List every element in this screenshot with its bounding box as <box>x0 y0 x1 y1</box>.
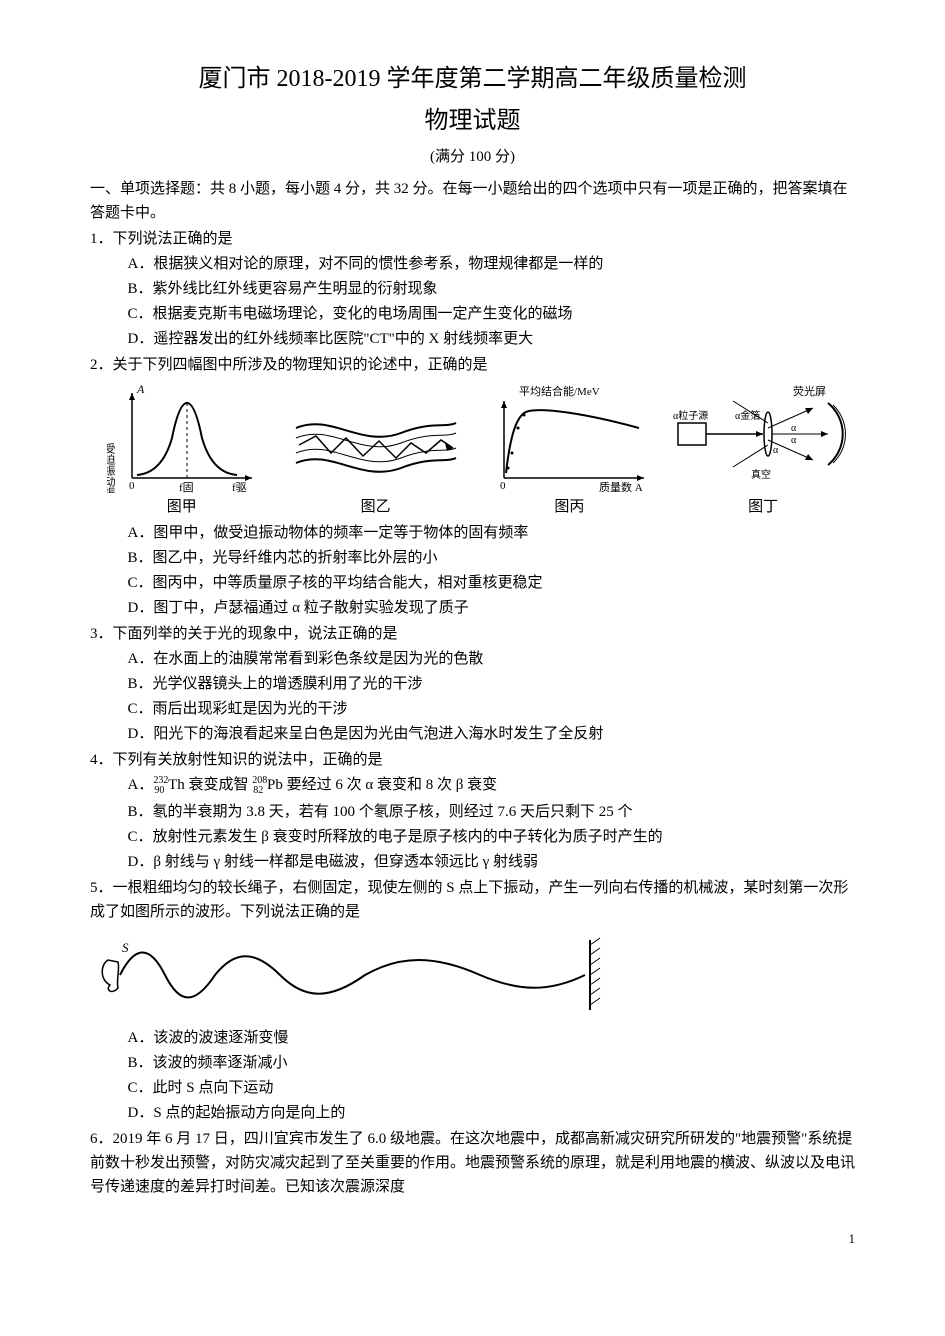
figure-jia: A 受迫振动振幅 0 f固 f驱 图甲 <box>90 383 274 519</box>
figure-jia-caption: 图甲 <box>167 495 197 519</box>
binding-energy-curve-icon: 平均结合能/MeV 0 质量数 A <box>484 383 654 493</box>
resonance-curve-icon: A 受迫振动振幅 0 f固 f驱 <box>107 383 257 493</box>
question-4: 4．下列有关放射性知识的说法中，正确的是 A．23290 Th 衰变成智 208… <box>90 748 855 874</box>
q2-option-a: A．图甲中，做受迫振动物体的频率一定等于物体的固有频率 <box>90 521 855 545</box>
q4-option-b: B．氡的半衰期为 3.8 天，若有 100 个氡原子核，则经过 7.6 天后只剩… <box>90 800 855 824</box>
full-marks: (满分 100 分) <box>90 145 855 169</box>
q3-option-d: D．阳光下的海浪看起来呈白色是因为光由气泡进入海水时发生了全反射 <box>90 722 855 746</box>
exam-subject: 物理试题 <box>90 102 855 140</box>
q2-option-b: B．图乙中，光导纤维内芯的折射率比外层的小 <box>90 546 855 570</box>
svg-text:受迫振动振幅: 受迫振动振幅 <box>107 442 116 492</box>
svg-text:荧光屏: 荧光屏 <box>793 384 826 398</box>
q4-option-a: A．23290 Th 衰变成智 20882 Pb 要经过 6 次 α 衰变和 8… <box>90 773 855 799</box>
figure-yi: 图乙 <box>284 393 468 519</box>
svg-text:0: 0 <box>500 480 506 492</box>
q5-option-a: A．该波的波速逐渐变慢 <box>90 1026 855 1050</box>
svg-text:0: 0 <box>129 480 135 492</box>
q3-option-c: C．雨后出现彩虹是因为光的干涉 <box>90 697 855 721</box>
svg-text:S: S <box>122 940 129 955</box>
page-number: 1 <box>90 1229 855 1250</box>
q5-stem: 5．一根粗细均匀的较长绳子，右侧固定，现使左侧的 S 点上下振动，产生一列向右传… <box>90 876 855 924</box>
q1-option-a: A．根据狭义相对论的原理，对不同的惯性参考系，物理规律都是一样的 <box>90 252 855 276</box>
svg-text:α: α <box>773 445 779 456</box>
q1-option-b: B．紫外线比红外线更容易产生明显的衍射现象 <box>90 277 855 301</box>
svg-text:平均结合能/MeV: 平均结合能/MeV <box>519 384 600 398</box>
svg-text:α: α <box>791 435 797 446</box>
q5-option-b: B．该波的频率逐渐减小 <box>90 1051 855 1075</box>
q4-option-c: C．放射性元素发生 β 衰变时所释放的电子是原子核内的中子转化为质子时产生的 <box>90 825 855 849</box>
svg-text:f固: f固 <box>179 481 194 493</box>
figure-ding-caption: 图丁 <box>748 495 778 519</box>
q4-option-d: D．β 射线与 γ 射线一样都是电磁波，但穿透本领远比 γ 射线弱 <box>90 850 855 874</box>
section-1-intro: 一、单项选择题：共 8 小题，每小题 4 分，共 32 分。在每一小题给出的四个… <box>90 177 855 225</box>
q6-stem: 6．2019 年 6 月 17 日，四川宜宾市发生了 6.0 级地震。在这次地震… <box>90 1127 855 1199</box>
figure-yi-caption: 图乙 <box>361 495 391 519</box>
q3-stem: 3．下面列举的关于光的现象中，说法正确的是 <box>90 622 855 646</box>
svg-text:f驱: f驱 <box>232 481 247 493</box>
figure-ding: 荧光屏 α粒子源 α金箔 真空 α α α <box>671 383 855 519</box>
q2-stem: 2．关于下列四幅图中所涉及的物理知识的论述中，正确的是 <box>90 353 855 377</box>
exam-title: 厦门市 2018-2019 学年度第二学期高二年级质量检测 <box>90 60 855 98</box>
svg-text:质量数 A: 质量数 A <box>599 481 643 493</box>
question-2: 2．关于下列四幅图中所涉及的物理知识的论述中，正确的是 A 受迫振动振幅 0 f… <box>90 353 855 620</box>
optical-fiber-icon <box>291 393 461 493</box>
figure-bing: 平均结合能/MeV 0 质量数 A 图丙 <box>478 383 662 519</box>
q2-option-d: D．图丁中，卢瑟福通过 α 粒子散射实验发现了质子 <box>90 596 855 620</box>
q3-option-a: A．在水面上的油膜常常看到彩色条纹是因为光的色散 <box>90 647 855 671</box>
q1-stem: 1．下列说法正确的是 <box>90 227 855 251</box>
q4-stem: 4．下列有关放射性知识的说法中，正确的是 <box>90 748 855 772</box>
q5-option-d: D．S 点的起始振动方向是向上的 <box>90 1101 855 1125</box>
string-wave-icon: S <box>90 930 610 1020</box>
svg-text:A: A <box>136 383 145 396</box>
svg-text:α: α <box>791 423 797 434</box>
question-1: 1．下列说法正确的是 A．根据狭义相对论的原理，对不同的惯性参考系，物理规律都是… <box>90 227 855 351</box>
q3-option-b: B．光学仪器镜头上的增透膜利用了光的干涉 <box>90 672 855 696</box>
svg-text:真空: 真空 <box>751 468 771 481</box>
question-6: 6．2019 年 6 月 17 日，四川宜宾市发生了 6.0 级地震。在这次地震… <box>90 1127 855 1199</box>
q2-option-c: C．图丙中，中等质量原子核的平均结合能大，相对重核更稳定 <box>90 571 855 595</box>
q2-figures-row: A 受迫振动振幅 0 f固 f驱 图甲 图乙 平均结合能/MeV <box>90 383 855 519</box>
q5-wave-figure: S <box>90 930 855 1020</box>
q1-option-c: C．根据麦克斯韦电磁场理论，变化的电场周围一定产生变化的磁场 <box>90 302 855 326</box>
rutherford-scattering-icon: 荧光屏 α粒子源 α金箔 真空 α α α <box>673 383 853 493</box>
figure-bing-caption: 图丙 <box>554 495 584 519</box>
question-5: 5．一根粗细均匀的较长绳子，右侧固定，现使左侧的 S 点上下振动，产生一列向右传… <box>90 876 855 1125</box>
svg-text:α粒子源: α粒子源 <box>673 409 708 422</box>
q1-option-d: D．遥控器发出的红外线频率比医院"CT"中的 X 射线频率更大 <box>90 327 855 351</box>
q5-option-c: C．此时 S 点向下运动 <box>90 1076 855 1100</box>
question-3: 3．下面列举的关于光的现象中，说法正确的是 A．在水面上的油膜常常看到彩色条纹是… <box>90 622 855 746</box>
